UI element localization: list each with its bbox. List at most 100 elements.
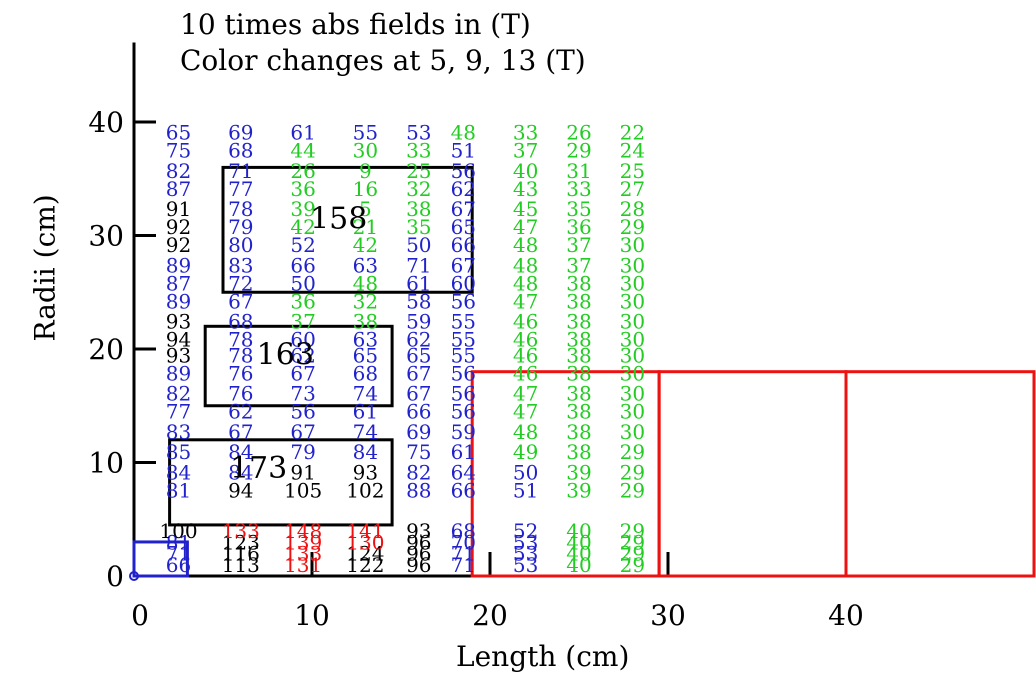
data-label: 50 xyxy=(406,233,431,257)
data-label: 38 xyxy=(566,271,591,295)
data-label: 56 xyxy=(451,361,476,385)
data-label: 29 xyxy=(620,440,645,464)
data-label: 94 xyxy=(228,478,253,502)
origin-marker xyxy=(129,571,139,581)
data-label: 52 xyxy=(513,519,538,543)
data-label: 30 xyxy=(620,361,645,385)
data-label: 67 xyxy=(406,361,431,385)
target-box xyxy=(132,540,189,578)
x-tick-label: 0 xyxy=(131,599,149,632)
data-label: 67 xyxy=(290,420,315,444)
data-label: 67 xyxy=(451,197,476,221)
data-label: 76 xyxy=(228,361,253,385)
data-label: 67 xyxy=(228,420,253,444)
data-label: 96 xyxy=(406,542,431,566)
data-label: 92 xyxy=(166,233,191,257)
data-label: 32 xyxy=(353,289,378,313)
data-label: 35 xyxy=(406,215,431,239)
magnet-coil-bottom xyxy=(168,438,394,527)
data-label: 29 xyxy=(620,519,645,543)
data-label: 51 xyxy=(451,139,476,163)
data-label: 66 xyxy=(166,553,191,577)
data-label: 29 xyxy=(620,478,645,502)
data-label: 38 xyxy=(353,310,378,334)
data-label: 65 xyxy=(166,121,191,145)
data-label: 65 xyxy=(406,343,431,367)
x-tick-label: 40 xyxy=(828,599,864,632)
data-label: 56 xyxy=(290,400,315,424)
data-label: 30 xyxy=(620,420,645,444)
data-label: 52 xyxy=(290,233,315,257)
data-label: 60 xyxy=(451,271,476,295)
data-label: 55 xyxy=(451,328,476,352)
data-label: 50 xyxy=(513,460,538,484)
data-label: 74 xyxy=(353,420,378,444)
data-label: 62 xyxy=(406,328,431,352)
data-label: 89 xyxy=(166,289,191,313)
data-label: 93 xyxy=(353,460,378,484)
data-label: 61 xyxy=(290,121,315,145)
data-label: 43 xyxy=(513,177,538,201)
data-label: 62 xyxy=(290,343,315,367)
data-label: 30 xyxy=(353,139,378,163)
data-label: 35 xyxy=(566,197,591,221)
x-tick-label: 20 xyxy=(472,599,508,632)
data-label: 49 xyxy=(513,440,538,464)
data-label: 26 xyxy=(290,159,315,183)
data-label: 89 xyxy=(166,361,191,385)
data-label: 72 xyxy=(228,271,253,295)
data-label: 68 xyxy=(228,310,253,334)
data-label: 33 xyxy=(566,177,591,201)
data-label: 50 xyxy=(290,271,315,295)
data-label: 130 xyxy=(346,530,384,554)
data-label: 46 xyxy=(513,343,538,367)
y-tick-label: 10 xyxy=(88,447,124,480)
data-label: 53 xyxy=(513,542,538,566)
annotation-label: 173 xyxy=(230,451,287,486)
data-label: 133 xyxy=(222,519,260,543)
data-label: 55 xyxy=(451,310,476,334)
data-label: 47 xyxy=(513,215,538,239)
data-label: 25 xyxy=(620,159,645,183)
data-label: 46 xyxy=(513,328,538,352)
data-label: 37 xyxy=(566,233,591,257)
data-label: 38 xyxy=(566,343,591,367)
data-label: 30 xyxy=(620,289,645,313)
data-label: 51 xyxy=(513,478,538,502)
data-label: 53 xyxy=(513,530,538,554)
data-label: 66 xyxy=(451,233,476,257)
x-tick-label: 30 xyxy=(650,599,686,632)
data-label: 38 xyxy=(406,197,431,221)
data-label: 66 xyxy=(406,400,431,424)
data-label: 89 xyxy=(166,253,191,277)
data-label: 113 xyxy=(222,553,260,577)
data-label: 37 xyxy=(290,310,315,334)
data-label: 96 xyxy=(406,553,431,577)
data-label: 96 xyxy=(406,530,431,554)
data-label: 77 xyxy=(228,177,253,201)
data-label: 84 xyxy=(353,440,378,464)
data-label: 40 xyxy=(566,530,591,554)
data-label: 71 xyxy=(166,542,191,566)
data-label: 31 xyxy=(566,159,591,183)
data-label: 48 xyxy=(513,420,538,444)
data-label: 29 xyxy=(620,530,645,554)
data-label: 25 xyxy=(406,159,431,183)
data-label: 30 xyxy=(620,382,645,406)
data-label: 80 xyxy=(228,233,253,257)
data-label: 78 xyxy=(228,197,253,221)
y-axis-label: Radii (cm) xyxy=(28,194,62,342)
data-label: 83 xyxy=(166,420,191,444)
beam-region-2 xyxy=(657,370,848,578)
data-label: 78 xyxy=(228,343,253,367)
data-label: 71 xyxy=(228,159,253,183)
data-label: 29 xyxy=(620,460,645,484)
data-label: 30 xyxy=(620,253,645,277)
data-label: 45 xyxy=(513,197,538,221)
data-label: 16 xyxy=(353,177,378,201)
data-label: 60 xyxy=(290,328,315,352)
chart-title-line-1: 10 times abs fields in (T) xyxy=(180,8,531,41)
data-label: 30 xyxy=(620,233,645,257)
data-label: 123 xyxy=(222,530,260,554)
y-tick-label: 0 xyxy=(106,560,124,593)
